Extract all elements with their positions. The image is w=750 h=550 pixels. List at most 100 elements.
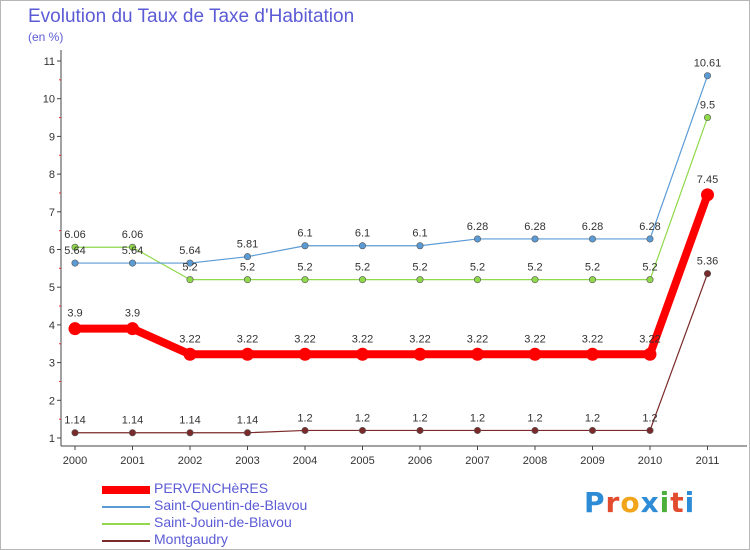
series-line-1 (75, 75, 709, 264)
data-point (298, 347, 312, 361)
data-point (126, 322, 139, 336)
data-label: 3.22 (639, 333, 660, 345)
x-tick-label: 2009 (580, 455, 604, 467)
data-label: 6.1 (297, 228, 312, 240)
data-point (416, 276, 424, 284)
data-point (358, 426, 366, 434)
y-tick-label: 10 (43, 94, 55, 106)
data-point (588, 426, 596, 434)
data-label: 1.14 (122, 415, 143, 427)
data-point (473, 235, 481, 243)
x-tick-label: 2007 (465, 455, 489, 467)
data-label: 5.64 (179, 245, 200, 257)
legend-label: Saint-Quentin-de-Blavou (154, 497, 308, 513)
data-label: 6.1 (412, 228, 427, 240)
data-label: 9.5 (700, 100, 715, 112)
chart-title: Evolution du Taux de Taxe d'Habitation (28, 6, 355, 27)
data-point (531, 426, 539, 434)
data-point (186, 259, 194, 267)
data-label: 3.9 (125, 308, 140, 320)
data-label: 1.2 (527, 412, 542, 424)
y-tick-label: 1 (49, 433, 55, 445)
data-label: 6.06 (64, 229, 85, 241)
data-label: 5.81 (237, 239, 258, 251)
data-point (531, 276, 539, 284)
data-label: 1.2 (412, 412, 427, 424)
data-label: 3.22 (237, 333, 258, 345)
data-label: 3.22 (179, 333, 200, 345)
data-point (413, 347, 427, 361)
data-label: 5.2 (585, 262, 600, 274)
y-tick-label: 11 (44, 56, 55, 68)
x-tick-label: 2004 (293, 455, 317, 467)
data-point (186, 276, 194, 284)
data-point (473, 276, 481, 284)
data-point (643, 347, 657, 361)
data-label: 6.28 (524, 221, 545, 233)
series-line-0 (75, 193, 712, 359)
series-line-2 (75, 117, 709, 281)
data-label: 3.22 (467, 333, 488, 345)
legend-label: Saint-Jouin-de-Blavou (154, 514, 292, 530)
data-point (531, 235, 539, 243)
data-label: 6.28 (639, 221, 660, 233)
data-label: 3.22 (582, 333, 603, 345)
y-tick-label: 7 (49, 207, 55, 219)
data-point (301, 276, 309, 284)
data-point (301, 426, 309, 434)
x-tick-label: 2005 (350, 455, 374, 467)
data-point (129, 243, 137, 251)
data-label: 3.22 (409, 333, 430, 345)
x-tick-label: 2003 (235, 455, 259, 467)
data-point (183, 347, 197, 361)
data-label: 5.64 (64, 245, 85, 257)
proxiti-logo: Proxiti (584, 486, 696, 519)
data-point (356, 347, 369, 361)
data-label: 1.2 (355, 412, 370, 424)
legend-label: PERVENCHèRES (154, 480, 269, 496)
data-point (241, 347, 254, 361)
x-tick-label: 2002 (178, 455, 202, 467)
x-tick-label: 2006 (408, 455, 432, 467)
data-label: 10.61 (694, 58, 722, 70)
data-point (646, 235, 654, 243)
data-label: 6.28 (582, 221, 603, 233)
data-point (471, 347, 484, 361)
x-tick-label: 2011 (696, 455, 720, 467)
data-point (244, 253, 252, 261)
data-label: 3.9 (67, 308, 82, 320)
chart-subtitle: (en %) (28, 30, 64, 44)
y-tick-label: 4 (49, 320, 55, 332)
x-tick-label: 2000 (63, 455, 87, 467)
data-point (244, 276, 252, 284)
data-point (473, 426, 481, 434)
legend-swatch (102, 486, 150, 494)
data-point (586, 347, 599, 361)
data-point (68, 322, 82, 336)
legend-swatch (102, 506, 150, 508)
data-label: 5.2 (642, 262, 657, 274)
y-tick-label: 2 (49, 395, 55, 407)
data-point (129, 429, 137, 437)
x-tick-label: 2008 (523, 455, 547, 467)
data-point (416, 242, 424, 250)
data-label: 5.2 (297, 262, 312, 274)
data-label: 3.22 (294, 333, 315, 345)
legend-swatch (102, 523, 150, 525)
legend-swatch (102, 540, 150, 542)
x-tick-label: 2010 (638, 455, 662, 467)
data-point (703, 270, 711, 278)
data-label: 3.22 (352, 333, 373, 345)
data-label: 5.2 (470, 262, 485, 274)
data-label: 5.2 (412, 262, 427, 274)
data-label: 1.2 (585, 412, 600, 424)
legend-label: Montgaudry (154, 531, 228, 547)
data-point (358, 242, 366, 250)
data-point (528, 347, 542, 361)
data-label: 1.2 (642, 412, 657, 424)
y-tick-label: 8 (49, 169, 55, 181)
data-label: 5.2 (182, 262, 197, 274)
data-point (129, 259, 137, 267)
